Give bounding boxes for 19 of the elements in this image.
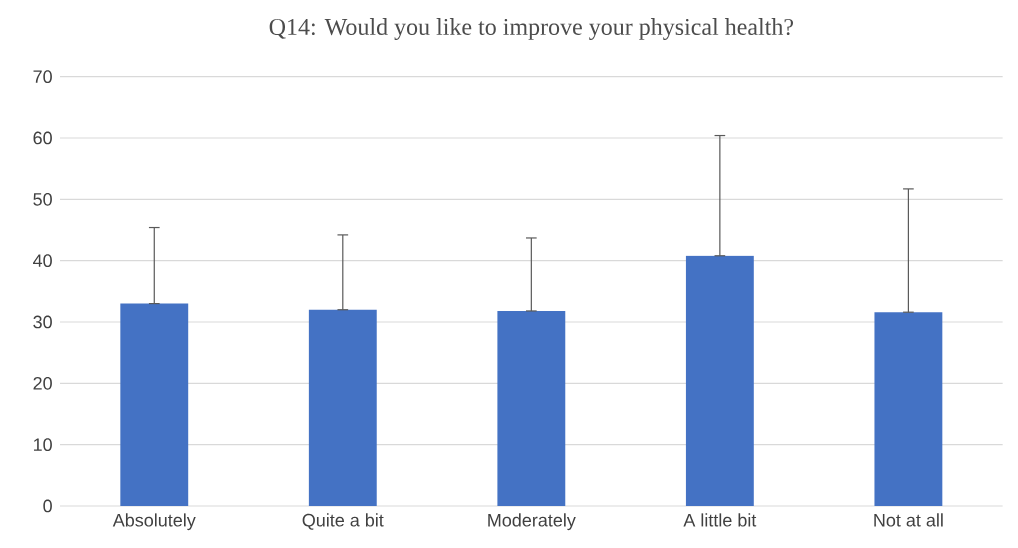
bar xyxy=(497,310,566,506)
bar xyxy=(685,255,754,506)
x-tick-label: A little bit xyxy=(683,513,757,527)
y-tick-label: 60 xyxy=(33,131,52,145)
y-tick-label: 10 xyxy=(33,438,52,452)
bar xyxy=(120,303,189,506)
bar xyxy=(874,312,943,506)
x-tick-label: Moderately xyxy=(488,513,576,531)
x-tick-label: Quite a bit xyxy=(302,513,384,530)
y-tick-label: 70 xyxy=(33,70,52,84)
y-tick-label: 40 xyxy=(33,254,52,268)
x-tick-label: Not at all xyxy=(874,513,943,527)
chart-title: Q14: Would you like to improve your physical health? xyxy=(269,18,794,40)
y-tick-label: 50 xyxy=(33,192,52,206)
x-tick-label: Absolutely xyxy=(112,513,196,531)
y-tick-label: 20 xyxy=(33,376,52,390)
y-tick-label: 0 xyxy=(43,499,52,513)
bar xyxy=(308,309,377,506)
y-tick-label: 30 xyxy=(33,315,52,329)
